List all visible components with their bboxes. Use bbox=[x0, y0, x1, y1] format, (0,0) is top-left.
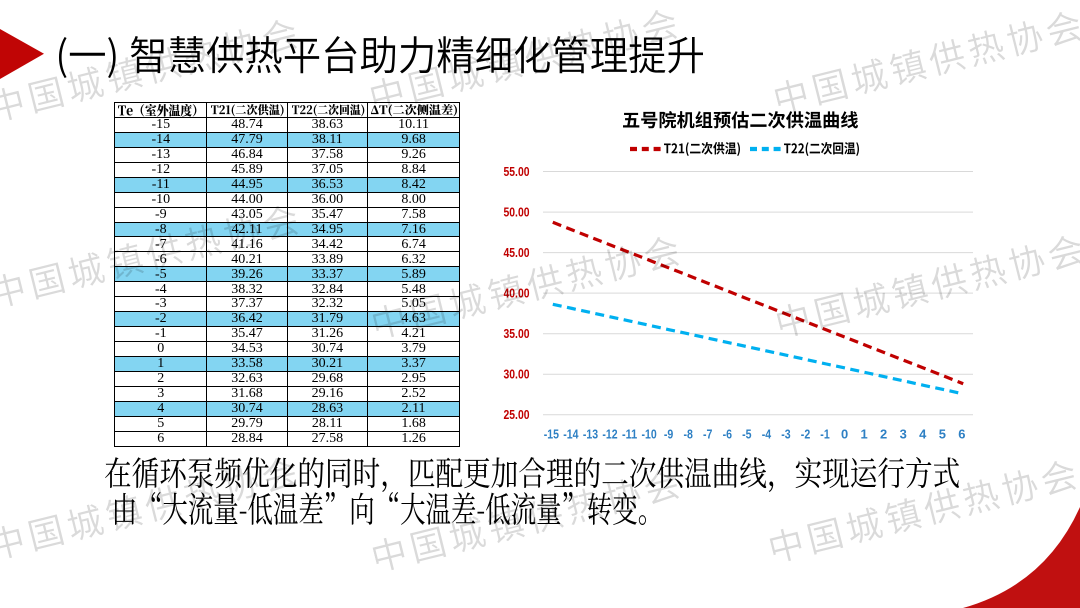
svg-text:-14: -14 bbox=[563, 426, 579, 441]
svg-text:25.00: 25.00 bbox=[504, 408, 530, 422]
svg-text:45.00: 45.00 bbox=[504, 246, 530, 260]
svg-text:-5: -5 bbox=[742, 426, 751, 441]
svg-text:-13: -13 bbox=[583, 426, 598, 441]
svg-text:4: 4 bbox=[919, 426, 927, 441]
svg-text:2: 2 bbox=[880, 426, 887, 441]
svg-text:-10: -10 bbox=[642, 426, 657, 441]
svg-text:-12: -12 bbox=[602, 426, 617, 441]
svg-text:35.00: 35.00 bbox=[504, 327, 530, 341]
svg-text:-7: -7 bbox=[703, 426, 712, 441]
svg-text:30.00: 30.00 bbox=[504, 368, 530, 382]
svg-text:-9: -9 bbox=[664, 426, 673, 441]
svg-text:1: 1 bbox=[861, 426, 868, 441]
svg-text:-3: -3 bbox=[781, 426, 790, 441]
svg-text:-2: -2 bbox=[801, 426, 810, 441]
svg-text:55.00: 55.00 bbox=[504, 165, 530, 179]
svg-text:-6: -6 bbox=[723, 426, 732, 441]
svg-text:0: 0 bbox=[841, 426, 848, 441]
svg-text:-8: -8 bbox=[684, 426, 693, 441]
svg-text:-1: -1 bbox=[820, 426, 829, 441]
svg-text:-11: -11 bbox=[622, 426, 637, 441]
svg-text:5: 5 bbox=[939, 426, 946, 441]
svg-text:6: 6 bbox=[958, 426, 965, 441]
svg-text:-15: -15 bbox=[544, 426, 559, 441]
svg-text:3: 3 bbox=[900, 426, 907, 441]
svg-text:50.00: 50.00 bbox=[504, 206, 530, 220]
svg-text:-4: -4 bbox=[762, 426, 772, 441]
